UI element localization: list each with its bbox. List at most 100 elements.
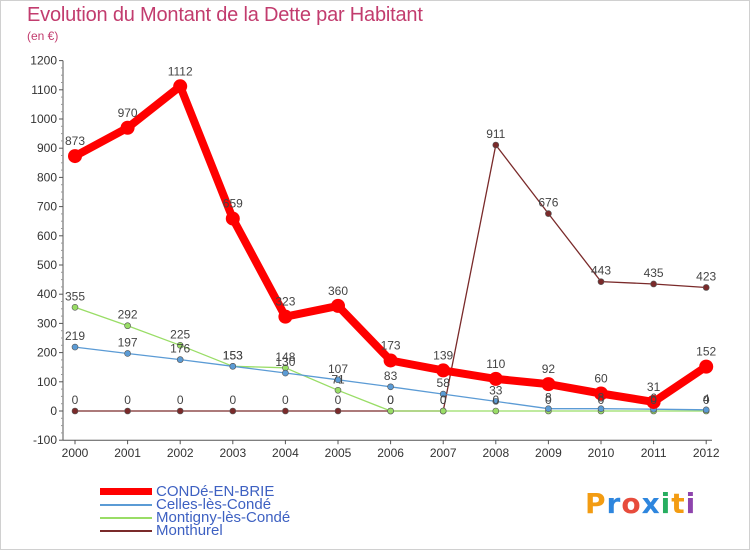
x-tick-label: 2000: [62, 446, 89, 460]
data-point: [541, 377, 556, 392]
data-point: [334, 386, 342, 394]
y-tick-label: 500: [37, 258, 57, 272]
data-point: [173, 79, 188, 94]
data-point: [383, 353, 398, 368]
data-label: 130: [275, 355, 295, 369]
data-label: 659: [223, 197, 243, 211]
x-tick-label: 2008: [482, 446, 509, 460]
data-label: 219: [65, 329, 85, 343]
y-tick-label: 900: [37, 141, 57, 155]
legend-label: Montigny-lès-Condé: [156, 509, 291, 526]
data-point: [650, 280, 657, 288]
y-tick-label: 1100: [31, 83, 57, 97]
data-point: [702, 284, 710, 291]
data-label: 0: [72, 393, 79, 407]
data-point: [71, 407, 79, 415]
data-label: 173: [381, 338, 401, 352]
data-label: 0: [387, 393, 394, 407]
data-label: 0: [492, 393, 499, 407]
unit-label: (en €): [27, 29, 59, 43]
logo-letter: P: [585, 487, 607, 520]
x-tick-label: 2001: [114, 446, 141, 460]
data-label: 0: [229, 393, 236, 407]
data-point: [176, 356, 184, 363]
data-point: [439, 407, 447, 415]
legend-swatch: [100, 488, 152, 495]
data-label: 31: [647, 380, 661, 394]
data-point: [176, 341, 184, 349]
data-label: 197: [118, 335, 138, 349]
data-label: 58: [437, 376, 451, 390]
y-tick-label: 200: [37, 346, 57, 360]
y-tick-label: 1000: [30, 112, 57, 126]
data-point: [594, 386, 608, 401]
data-point: [492, 141, 500, 149]
data-label: 0: [282, 393, 289, 407]
proxiti-logo: Proxiti: [585, 487, 696, 520]
data-point: [282, 407, 289, 415]
data-label: 6: [650, 391, 657, 405]
y-tick-label: -100: [33, 433, 57, 447]
data-point: [492, 407, 500, 415]
data-point: [646, 394, 661, 409]
logo-letter: o: [621, 487, 642, 520]
data-label: 292: [118, 308, 138, 322]
data-point: [488, 371, 503, 386]
x-tick-label: 2005: [325, 446, 352, 460]
data-point: [492, 398, 500, 405]
data-label: 911: [486, 127, 505, 141]
data-point: [282, 369, 289, 377]
data-label: 71: [331, 372, 345, 386]
data-label: 1112: [168, 64, 193, 78]
x-tick-label: 2012: [693, 446, 720, 460]
data-label: 443: [591, 264, 611, 278]
legend-swatch: [100, 504, 152, 506]
x-tick-label: 2011: [641, 446, 667, 460]
x-tick-label: 2006: [377, 446, 404, 460]
data-label: 970: [118, 106, 138, 120]
data-label: 676: [538, 196, 558, 210]
data-point: [124, 407, 131, 415]
data-point: [124, 350, 131, 357]
data-label: 83: [384, 369, 398, 383]
data-point: [278, 309, 293, 324]
data-point: [597, 278, 605, 285]
y-tick-label: 0: [50, 404, 57, 418]
chart-title: Evolution du Montant de la Dette par Hab…: [27, 4, 423, 26]
data-label: 0: [545, 393, 552, 407]
data-label: 0: [440, 393, 447, 407]
legend-label: Celles-lès-Condé: [156, 496, 272, 513]
data-point: [71, 343, 79, 351]
data-label: 0: [387, 393, 394, 407]
y-tick-label: 300: [37, 316, 57, 330]
data-point: [68, 149, 82, 164]
x-tick-label: 2007: [430, 446, 457, 460]
logo-letter: x: [641, 487, 661, 520]
y-tick-label: 100: [37, 375, 57, 389]
data-label: 323: [275, 295, 295, 309]
legend-label: Monthurel: [156, 522, 223, 539]
data-point: [334, 376, 342, 384]
data-label: 355: [65, 289, 85, 303]
data-point: [439, 390, 447, 398]
data-label: 0: [650, 393, 657, 407]
data-label: 0: [335, 393, 342, 407]
legend-label: CONDé-EN-BRIE: [156, 483, 275, 500]
data-point: [334, 407, 342, 415]
data-label: 60: [594, 371, 608, 385]
x-tick-label: 2003: [219, 446, 246, 460]
data-point: [597, 405, 605, 412]
data-label: 225: [170, 327, 190, 341]
data-point: [331, 298, 345, 313]
data-label: 0: [703, 393, 710, 407]
logo-letter: t: [671, 487, 686, 520]
data-point: [387, 407, 394, 415]
data-point: [120, 120, 135, 135]
data-point: [176, 407, 184, 415]
data-label: 107: [328, 362, 348, 376]
data-label: 435: [644, 266, 664, 280]
data-label: 92: [542, 362, 556, 376]
data-label: 33: [489, 383, 503, 397]
